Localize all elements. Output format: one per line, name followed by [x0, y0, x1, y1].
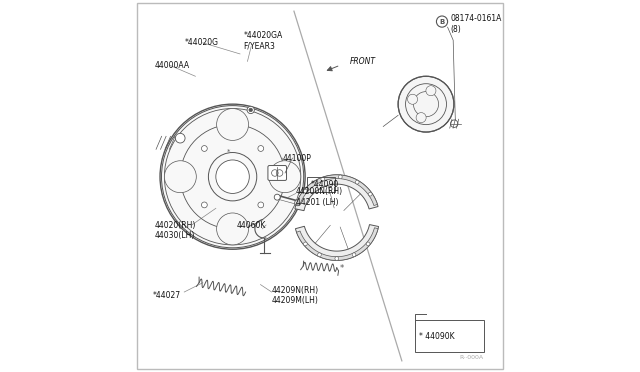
Circle shape: [209, 153, 257, 201]
Text: *44020G: *44020G: [184, 38, 218, 47]
Text: *44020GA
F/YEAR3: *44020GA F/YEAR3: [244, 31, 283, 51]
Text: B: B: [440, 19, 445, 25]
Text: *: *: [340, 264, 344, 273]
Text: 44060K: 44060K: [237, 221, 266, 230]
Circle shape: [294, 200, 301, 206]
Text: *: *: [227, 148, 230, 154]
Text: 44100P: 44100P: [283, 154, 312, 163]
Circle shape: [408, 94, 417, 104]
Circle shape: [451, 120, 458, 127]
Text: 44000AA: 44000AA: [154, 61, 189, 70]
Circle shape: [175, 133, 185, 143]
Text: 44200N(RH)
44201 (LH): 44200N(RH) 44201 (LH): [296, 187, 343, 207]
Circle shape: [216, 213, 248, 245]
Circle shape: [216, 160, 250, 193]
Circle shape: [247, 106, 254, 113]
Circle shape: [216, 109, 248, 140]
Circle shape: [161, 106, 303, 248]
Circle shape: [303, 242, 307, 246]
Circle shape: [416, 113, 426, 123]
Circle shape: [269, 161, 301, 193]
Circle shape: [202, 202, 207, 208]
Circle shape: [303, 189, 307, 193]
Circle shape: [275, 194, 280, 200]
Circle shape: [335, 257, 339, 260]
Circle shape: [352, 253, 356, 257]
Text: * 44090K: * 44090K: [419, 332, 454, 341]
Text: *44090: *44090: [310, 180, 339, 189]
Circle shape: [258, 145, 264, 151]
Polygon shape: [295, 175, 378, 211]
Circle shape: [369, 192, 372, 196]
Text: FRONT: FRONT: [349, 57, 376, 66]
Text: 08174-0161A
(8): 08174-0161A (8): [450, 15, 502, 34]
Circle shape: [366, 242, 370, 246]
Text: R··000A: R··000A: [460, 355, 484, 360]
Text: 44209N(RH)
44209M(LH): 44209N(RH) 44209M(LH): [271, 286, 319, 305]
Circle shape: [258, 202, 264, 208]
Polygon shape: [296, 175, 378, 206]
Circle shape: [202, 145, 207, 151]
Polygon shape: [296, 225, 379, 260]
Circle shape: [355, 180, 359, 184]
Text: 44020(RH)
44030(LH): 44020(RH) 44030(LH): [154, 221, 196, 240]
Circle shape: [164, 161, 196, 193]
FancyBboxPatch shape: [268, 166, 287, 180]
Circle shape: [398, 76, 454, 132]
Circle shape: [249, 108, 253, 112]
Circle shape: [321, 177, 324, 181]
Text: *44027: *44027: [152, 291, 180, 300]
Circle shape: [339, 175, 342, 179]
Circle shape: [317, 253, 321, 257]
Polygon shape: [296, 228, 378, 260]
Circle shape: [426, 86, 436, 96]
